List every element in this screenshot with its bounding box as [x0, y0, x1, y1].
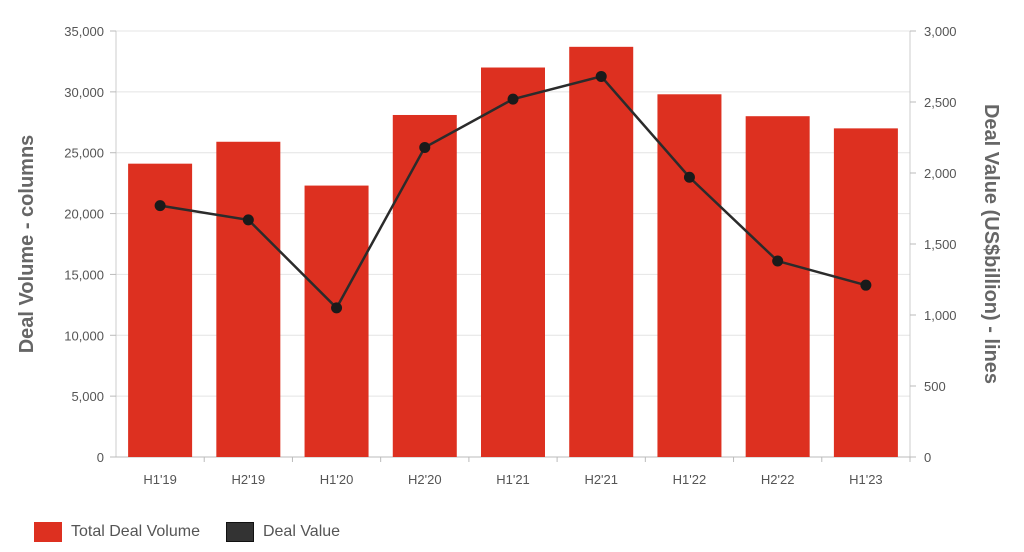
- left-tick-label: 35,000: [64, 24, 104, 39]
- bar: [657, 94, 722, 457]
- right-axis-ticks: 0 500 1,000 1,500 2,000 2,500 3,000: [910, 24, 957, 465]
- bar: [216, 141, 281, 457]
- left-tick-label: 30,000: [64, 85, 104, 100]
- left-axis-title: Deal Volume - columns: [16, 135, 38, 354]
- bar: [833, 128, 898, 457]
- bar: [392, 114, 457, 458]
- deal-value-point: [331, 302, 343, 314]
- legend-item-total-deal-volume[interactable]: Total Deal Volume: [34, 522, 200, 542]
- left-tick-label: 0: [97, 450, 104, 465]
- left-axis-ticks: 0 5,000 10,000 15,000 20,000 25,000 30,000 35,0…: [64, 24, 116, 465]
- right-tick-label: 1,500: [924, 237, 957, 252]
- x-tick-label: H1'21: [496, 472, 530, 487]
- legend: Total Deal Volume Deal Value: [34, 522, 366, 542]
- deal-value-point: [860, 279, 872, 291]
- deal-value-point: [683, 171, 695, 183]
- left-tick-label: 20,000: [64, 207, 104, 222]
- deal-value-point: [772, 255, 784, 267]
- x-tick-label: H2'22: [761, 472, 795, 487]
- right-tick-label: 3,000: [924, 24, 957, 39]
- bar: [745, 116, 810, 457]
- legend-swatch-line: [225, 522, 254, 542]
- right-tick-label: 2,500: [924, 95, 957, 110]
- legend-item-deal-value[interactable]: Deal Value: [225, 522, 341, 542]
- right-axis-title: Deal Value (US$billion) - lines: [980, 104, 1002, 384]
- left-tick-label: 5,000: [71, 389, 104, 404]
- x-axis-ticks: H1'19 H2'19 H1'20 H2'20 H1'21 H2'21 H1'22 H2'22…: [143, 457, 911, 487]
- right-tick-label: 1,000: [924, 308, 957, 323]
- left-tick-label: 15,000: [64, 267, 104, 282]
- bar: [128, 163, 193, 457]
- x-tick-label: H1'22: [673, 472, 707, 487]
- x-tick-label: H2'21: [584, 472, 618, 487]
- legend-label-total-deal-volume: Total Deal Volume: [71, 523, 200, 540]
- deal-value-point: [154, 200, 166, 212]
- legend-swatch-bar: [34, 522, 62, 542]
- deal-value-point: [419, 141, 431, 153]
- right-tick-label: 0: [924, 450, 931, 465]
- right-tick-label: 500: [924, 379, 946, 394]
- left-tick-label: 25,000: [64, 146, 104, 161]
- deal-value-point: [507, 93, 519, 105]
- bar-series: [128, 46, 898, 458]
- deal-value-point: [242, 214, 254, 226]
- right-tick-label: 2,000: [924, 166, 957, 181]
- x-tick-label: H1'20: [320, 472, 354, 487]
- x-tick-label: H2'20: [408, 472, 442, 487]
- line-series: [154, 70, 872, 314]
- x-tick-label: H1'19: [143, 472, 177, 487]
- bar: [304, 185, 369, 457]
- x-tick-label: H2'19: [232, 472, 266, 487]
- deal-value-point: [595, 70, 607, 82]
- bar: [569, 46, 634, 458]
- x-tick-label: H1'23: [849, 472, 883, 487]
- bar: [481, 67, 545, 457]
- left-tick-label: 10,000: [64, 328, 104, 343]
- legend-label-deal-value: Deal Value: [262, 523, 341, 540]
